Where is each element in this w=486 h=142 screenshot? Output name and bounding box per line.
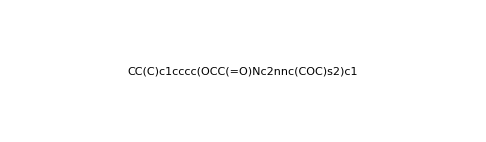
Text: CC(C)c1cccc(OCC(=O)Nc2nnc(COC)s2)c1: CC(C)c1cccc(OCC(=O)Nc2nnc(COC)s2)c1 xyxy=(128,66,358,76)
